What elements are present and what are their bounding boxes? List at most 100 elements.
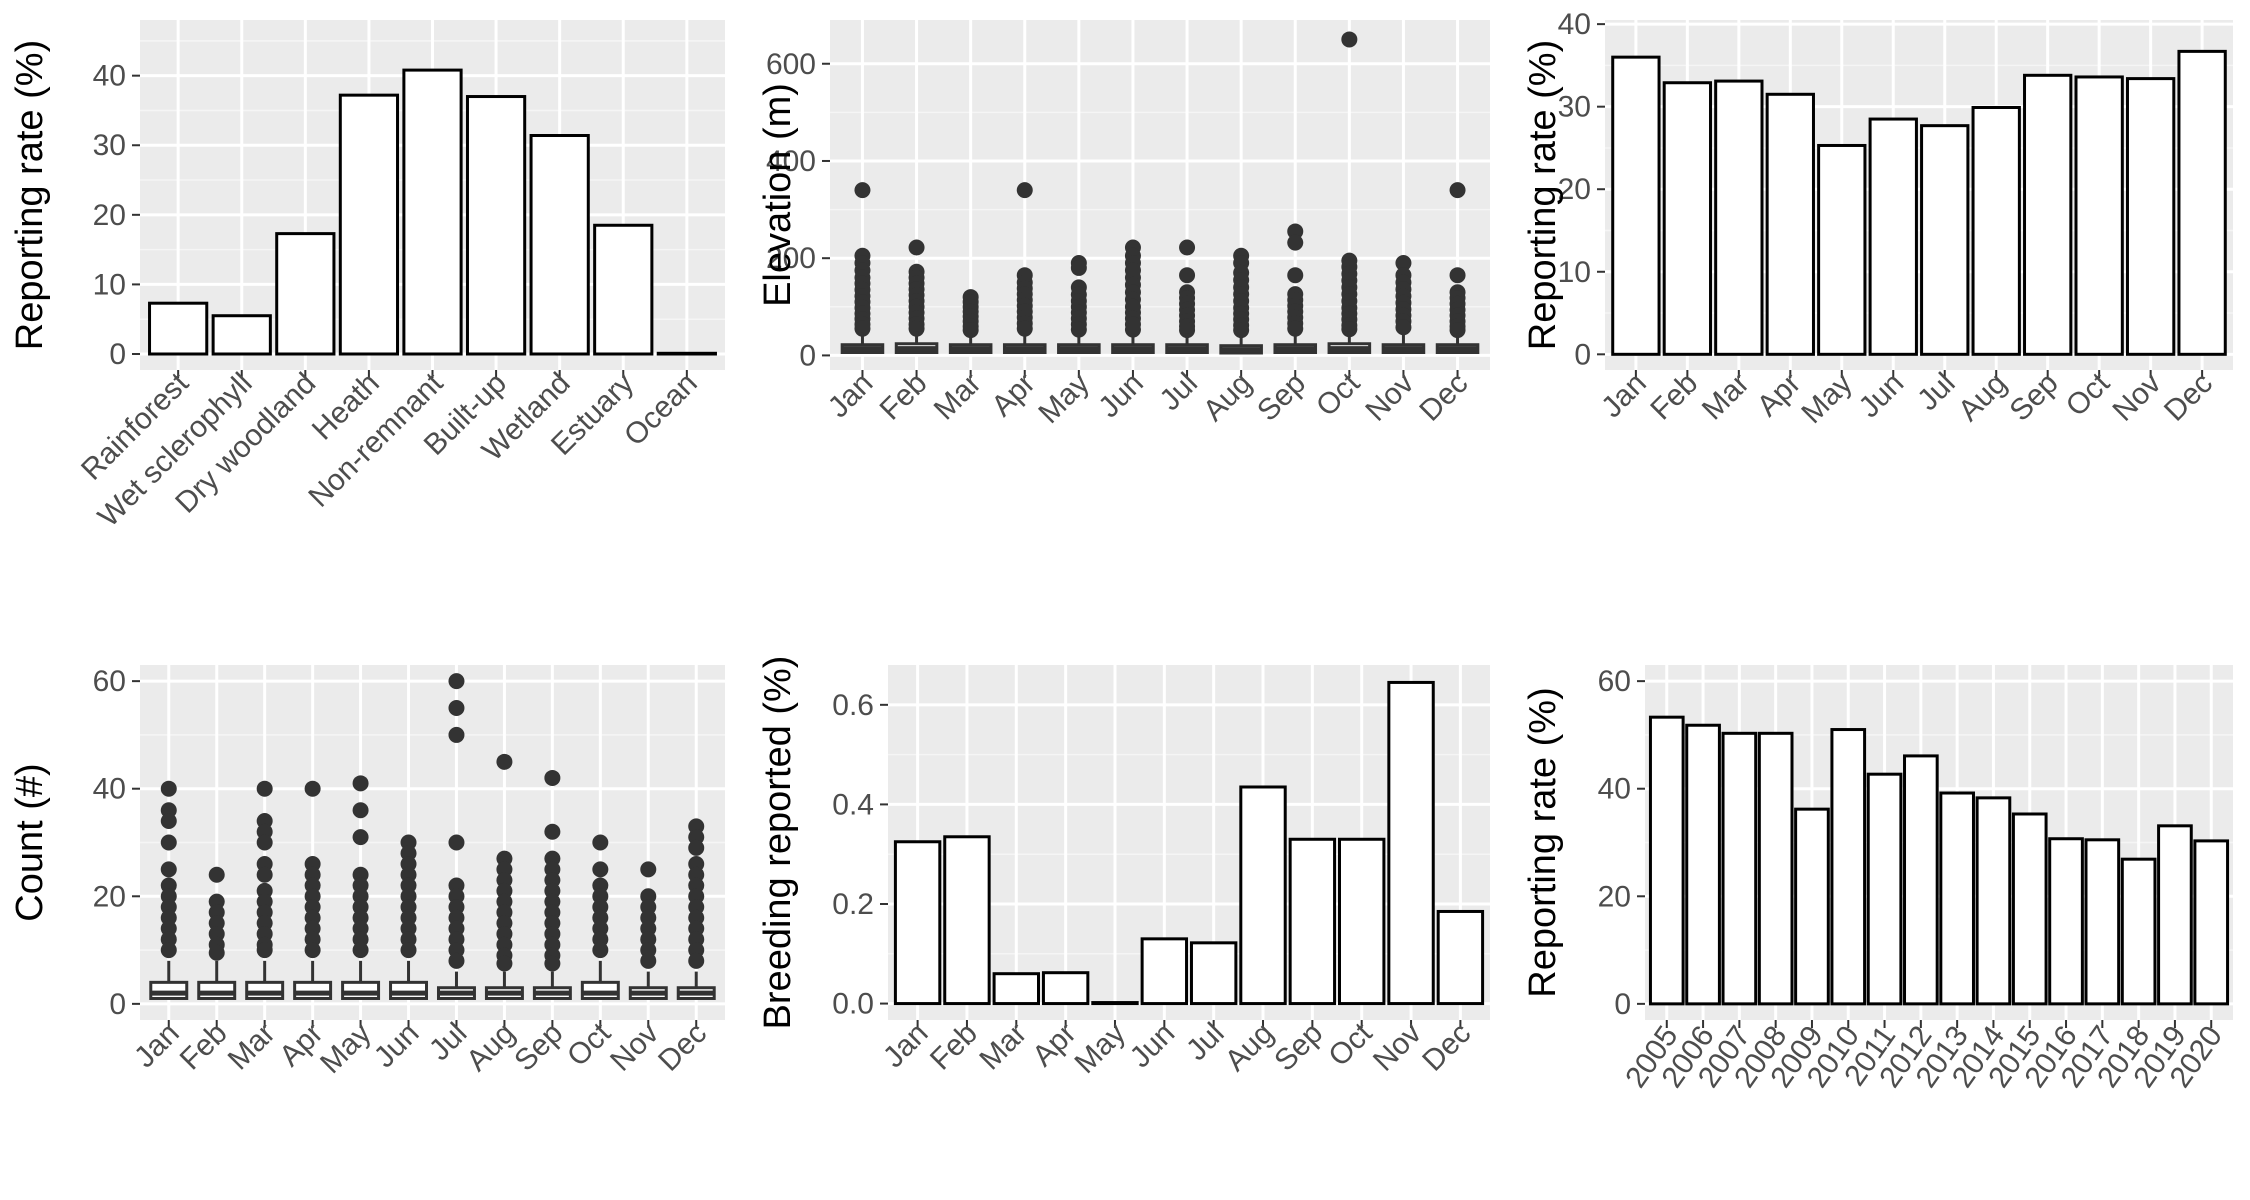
x-tick-label: Feb	[174, 1017, 234, 1077]
bar-wet-sclerophyll	[211, 314, 272, 356]
outlier-point	[304, 780, 321, 797]
outlier-point	[400, 942, 417, 959]
y-tick-label: 200	[766, 242, 816, 275]
x-tick-label: Jul	[1154, 367, 1204, 417]
box-feb	[197, 980, 237, 1000]
x-tick-label: Aug	[460, 1017, 521, 1078]
outlier-point	[1449, 182, 1466, 199]
bar-jan	[893, 840, 942, 1006]
y-tick-label: 40	[93, 60, 126, 93]
bar-2005	[1648, 715, 1685, 1006]
outlier-point	[688, 952, 705, 969]
outlier-point	[1070, 259, 1087, 276]
y-tick-label: 30	[93, 129, 126, 162]
bar-oct	[2074, 75, 2124, 356]
x-tick-label: Jan	[1595, 367, 1653, 425]
y-tick-label: 20	[1598, 880, 1631, 913]
outlier-point	[1016, 320, 1033, 337]
x-tick-label: May	[1032, 367, 1095, 430]
y-tick-label: 0	[1574, 338, 1591, 371]
x-tick-label: Jun	[1092, 367, 1150, 425]
outlier-point	[908, 320, 925, 337]
bar-dec	[2177, 49, 2227, 356]
y-tick-label: 60	[93, 665, 126, 698]
bar-feb	[1662, 81, 1713, 356]
outlier-point	[352, 829, 369, 846]
x-tick-label: Aug	[1952, 367, 2013, 428]
outlier-point	[448, 700, 465, 717]
bar-2007	[1721, 731, 1758, 1006]
x-tick-label: Nov	[1359, 367, 1420, 428]
x-tick-label: May	[1795, 367, 1858, 430]
outlier-point	[1124, 321, 1141, 338]
outlier-point	[448, 952, 465, 969]
y-tick-label: 60	[1598, 665, 1631, 698]
outlier-point	[208, 866, 225, 883]
x-tick-label: Sep	[1268, 1017, 1329, 1078]
outlier-point	[160, 834, 177, 851]
outlier-point	[256, 780, 273, 797]
chart-panel-bottom-middle: 0.00.20.40.6JanFebMarAprMayJunJulAugSepO…	[757, 656, 1490, 1080]
y-tick-label: 40	[1558, 8, 1591, 41]
bar-mar	[1714, 79, 1764, 356]
y-tick-label: 20	[1558, 173, 1591, 206]
outlier-point	[208, 944, 225, 961]
outlier-point	[352, 775, 369, 792]
outlier-point	[640, 861, 657, 878]
x-tick-label: Oct	[1310, 366, 1367, 423]
bar-apr	[1765, 92, 1815, 356]
y-tick-label: 0.2	[832, 888, 874, 921]
x-tick-label: Dec	[652, 1017, 713, 1078]
x-tick-label: Dec	[2158, 367, 2219, 428]
y-tick-label: 0.0	[832, 988, 874, 1021]
outlier-point	[592, 942, 609, 959]
bar-nov	[2125, 77, 2176, 356]
y-tick-label: 40	[93, 773, 126, 806]
x-tick-label: Sep	[508, 1017, 569, 1078]
y-tick-label: 20	[93, 199, 126, 232]
x-tick-label: Dec	[1416, 1017, 1477, 1078]
outlier-point	[688, 839, 705, 856]
bar-wetland	[529, 134, 590, 356]
x-tick-label: Jan	[822, 367, 880, 425]
x-tick-label: May	[314, 1017, 377, 1080]
outlier-point	[256, 866, 273, 883]
outlier-point	[1233, 322, 1250, 339]
x-tick-label: Nov	[2107, 367, 2168, 428]
y-axis-title: Count (#)	[9, 763, 51, 921]
y-tick-label: 0	[1614, 988, 1631, 1021]
bar-2015	[2011, 812, 2048, 1006]
outlier-point	[854, 320, 871, 337]
y-tick-label: 0	[109, 338, 126, 371]
bar-aug	[1971, 106, 2021, 356]
outlier-point	[592, 834, 609, 851]
x-tick-label: May	[1069, 1017, 1132, 1080]
outlier-point	[962, 322, 979, 339]
x-tick-label: Aug	[1219, 1017, 1280, 1078]
bar-sep	[2023, 73, 2073, 356]
bar-non-remnant	[402, 68, 463, 356]
y-axis-title: Reporting rate (%)	[1522, 40, 1564, 350]
bar-dec	[1436, 909, 1485, 1006]
outlier-point	[544, 955, 561, 972]
bar-heath	[338, 93, 400, 356]
bar-2013	[1939, 791, 1975, 1006]
x-tick-label: Jun	[368, 1017, 426, 1075]
bar-apr	[1041, 971, 1090, 1006]
bar-2011	[1866, 772, 1903, 1006]
y-tick-label: 0.6	[832, 689, 874, 722]
bar-may	[1817, 143, 1867, 356]
bar-2019	[2157, 824, 2193, 1006]
bar-ocean	[656, 351, 717, 356]
bar-mar	[992, 972, 1040, 1006]
panel-background	[830, 20, 1490, 370]
outlier-point	[1449, 322, 1466, 339]
outlier-point	[1341, 321, 1358, 338]
y-tick-label: 600	[766, 48, 816, 81]
box-mar	[245, 980, 285, 1000]
outlier-point	[160, 861, 177, 878]
x-tick-label: Apr	[1026, 1017, 1082, 1073]
x-tick-label: Feb	[1644, 367, 1704, 427]
